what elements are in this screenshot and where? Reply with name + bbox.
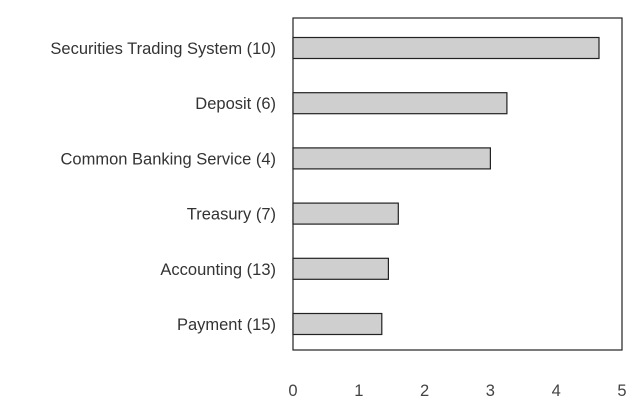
bar-2: [292, 147, 491, 170]
bar-3: [292, 202, 399, 225]
bar-1: [292, 92, 508, 115]
category-label-0: Securities Trading System (10): [50, 40, 276, 58]
bar-5: [292, 312, 383, 336]
category-label-3: Treasury (7): [187, 206, 276, 224]
category-label-2: Common Banking Service (4): [61, 150, 277, 168]
x-tick-label-1: 1: [354, 382, 363, 400]
category-label-4: Accounting (13): [160, 261, 276, 279]
category-label-5: Payment (15): [177, 316, 276, 334]
x-tick-label-0: 0: [288, 382, 297, 400]
category-label-1: Deposit (6): [195, 95, 276, 113]
x-tick-label-5: 5: [617, 382, 626, 400]
bar-4: [292, 257, 390, 280]
x-tick-label-3: 3: [486, 382, 495, 400]
x-tick-label-4: 4: [552, 382, 561, 400]
plot-frame: [292, 17, 623, 351]
bar-0: [292, 36, 600, 60]
x-tick-label-2: 2: [420, 382, 429, 400]
